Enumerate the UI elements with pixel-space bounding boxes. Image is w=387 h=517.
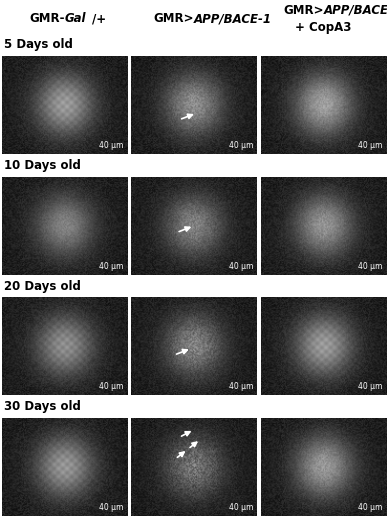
- Text: 40 μm: 40 μm: [358, 503, 382, 512]
- Text: GMR>: GMR>: [154, 12, 194, 25]
- Text: 30 Days old: 30 Days old: [4, 400, 81, 413]
- Text: APP/BACE-1: APP/BACE-1: [324, 4, 387, 17]
- Text: 40 μm: 40 μm: [229, 503, 253, 512]
- Text: 10 Days old: 10 Days old: [4, 159, 81, 172]
- Text: 40 μm: 40 μm: [229, 383, 253, 391]
- Text: 20 Days old: 20 Days old: [4, 280, 81, 293]
- Text: 40 μm: 40 μm: [358, 141, 382, 150]
- Text: 40 μm: 40 μm: [229, 262, 253, 271]
- Text: 40 μm: 40 μm: [358, 262, 382, 271]
- Text: 40 μm: 40 μm: [99, 262, 124, 271]
- Text: 40 μm: 40 μm: [99, 503, 124, 512]
- Text: + CopA3: + CopA3: [295, 21, 352, 34]
- Text: 40 μm: 40 μm: [99, 383, 124, 391]
- Text: /+: /+: [92, 12, 106, 25]
- Text: GMR-: GMR-: [29, 12, 65, 25]
- Text: 40 μm: 40 μm: [99, 141, 124, 150]
- Text: 40 μm: 40 μm: [229, 141, 253, 150]
- Text: 5 Days old: 5 Days old: [4, 38, 73, 51]
- Text: 40 μm: 40 μm: [358, 383, 382, 391]
- Text: APP/BACE-1: APP/BACE-1: [194, 12, 272, 25]
- Text: Gal: Gal: [65, 12, 86, 25]
- Text: GMR>: GMR>: [283, 4, 324, 17]
